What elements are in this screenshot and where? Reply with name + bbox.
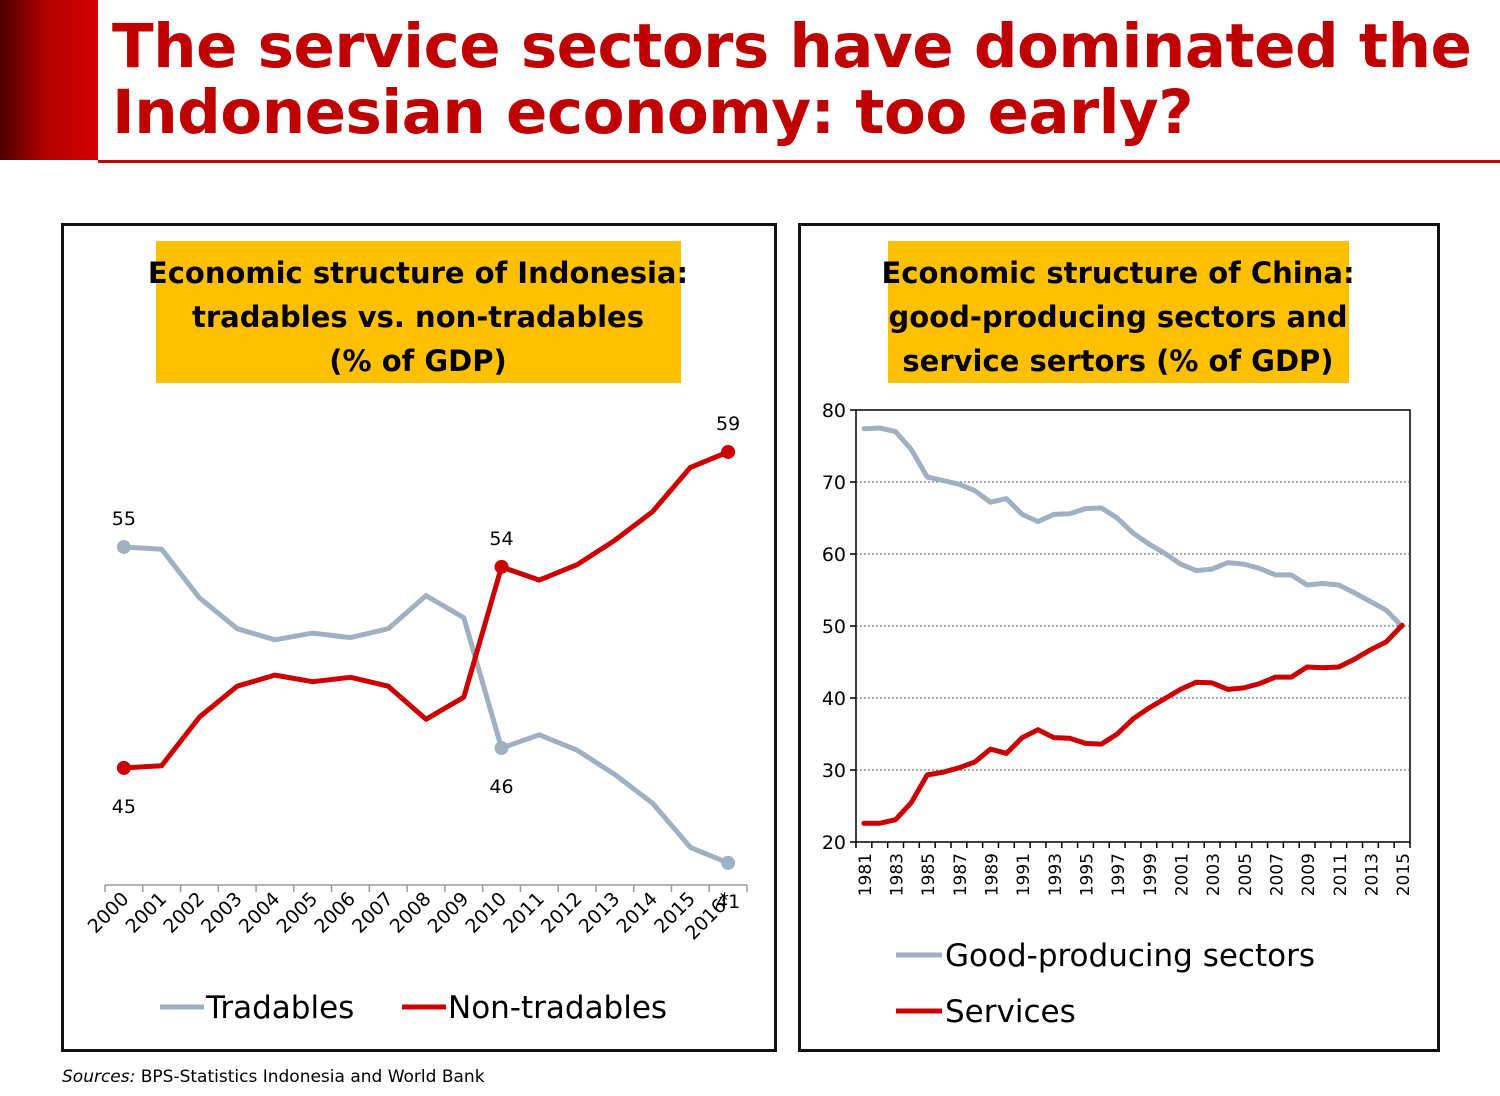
x-tick-label: 2011 xyxy=(499,888,549,938)
data-marker-non-tradables xyxy=(494,559,509,574)
chart-title-line: good-producing sectors and xyxy=(889,300,1348,334)
chart-title-line: (% of GDP) xyxy=(329,344,506,378)
x-tick-label: 2011 xyxy=(1331,853,1351,896)
x-tick-label: 1981 xyxy=(856,853,876,896)
x-tick-label: 2002 xyxy=(159,888,209,938)
data-marker-tradables xyxy=(721,855,736,870)
x-tick-label: 2004 xyxy=(235,888,285,938)
series-line-non-tradables xyxy=(121,449,731,771)
x-tick-label: 2007 xyxy=(1267,853,1287,896)
x-tick-label: 2000 xyxy=(84,888,134,938)
y-tick-label: 30 xyxy=(822,760,846,782)
x-tick-label: 1995 xyxy=(1078,853,1098,896)
series-line-services xyxy=(861,622,1405,826)
indonesia-chart-panel: Economic structure of Indonesia: tradable… xyxy=(61,223,777,1052)
y-tick-label: 80 xyxy=(822,400,846,422)
data-marker-non-tradables xyxy=(116,760,131,775)
x-tick-label: 2009 xyxy=(1299,853,1319,896)
y-tick-label: 60 xyxy=(822,544,846,566)
y-tick-label: 40 xyxy=(822,688,846,710)
x-tick-label: 2001 xyxy=(1172,853,1192,896)
sources-text: BPS-Statistics Indonesia and World Bank xyxy=(140,1067,485,1087)
data-marker-tradables xyxy=(494,741,509,756)
series-line-tradables xyxy=(121,544,731,866)
legend-label-tradables: Tradables xyxy=(205,990,354,1026)
x-tick-label: 2014 xyxy=(612,888,662,938)
data-label: 46 xyxy=(489,776,513,798)
x-tick-label: 2005 xyxy=(1236,853,1256,896)
legend-label-services: Services xyxy=(945,994,1076,1030)
x-tick-label: 2005 xyxy=(272,888,322,938)
x-tick-label: 1997 xyxy=(1109,853,1129,896)
sources-label: Sources: xyxy=(62,1067,136,1087)
x-tick-label: 1985 xyxy=(919,853,939,896)
x-tick-label: 2001 xyxy=(121,888,171,938)
y-tick-label: 50 xyxy=(822,616,846,638)
x-tick-label: 2008 xyxy=(386,888,436,938)
x-tick-label: 2006 xyxy=(310,888,360,938)
chart-title-line: Economic structure of Indonesia: xyxy=(148,256,688,290)
chart-title-line: service sertors (% of GDP) xyxy=(902,344,1333,378)
x-tick-label: 1989 xyxy=(983,853,1003,896)
x-tick-label: 2010 xyxy=(461,888,511,938)
chart-title-line: tradables vs. non-tradables xyxy=(192,300,644,334)
data-label: 41 xyxy=(716,891,740,913)
data-label: 45 xyxy=(112,796,136,818)
series-line-good-producing-sectors xyxy=(861,425,1405,630)
slide-title: The service sectors have dominated the I… xyxy=(112,11,1472,148)
y-tick-label: 70 xyxy=(822,472,846,494)
x-tick-label: 1999 xyxy=(1141,853,1161,896)
x-tick-label: 1987 xyxy=(951,853,971,896)
x-tick-label: 1991 xyxy=(1014,853,1034,896)
chart-title-box xyxy=(156,241,681,383)
indonesia-chart: Economic structure of Indonesia: tradable… xyxy=(84,241,748,1026)
data-label: 55 xyxy=(112,508,136,530)
slide-title-line-1: The service sectors have dominated the xyxy=(112,11,1472,82)
data-label: 54 xyxy=(489,528,513,550)
title-accent-bar xyxy=(0,0,98,160)
legend-label-non-tradables: Non-tradables xyxy=(448,990,667,1026)
x-tick-label: 2009 xyxy=(424,888,474,938)
x-tick-label: 1993 xyxy=(1046,853,1066,896)
x-tick-label: 2013 xyxy=(1362,853,1382,896)
china-chart: Economic structure of China: good-produci… xyxy=(822,241,1414,1030)
sources-note: Sources: BPS-Statistics Indonesia and Wo… xyxy=(62,1067,485,1087)
title-underline xyxy=(98,160,1500,163)
x-tick-label: 1983 xyxy=(888,853,908,896)
x-tick-label: 2007 xyxy=(348,888,398,938)
data-marker-tradables xyxy=(116,539,131,554)
slide-title-line-2: Indonesian economy: too early? xyxy=(112,77,1194,148)
x-tick-label: 2003 xyxy=(197,888,247,938)
y-tick-label: 20 xyxy=(822,832,846,854)
data-label: 59 xyxy=(716,413,740,435)
chart-title-line: Economic structure of China: xyxy=(881,256,1354,290)
x-tick-label: 2003 xyxy=(1204,853,1224,896)
x-tick-label: 2013 xyxy=(575,888,625,938)
chart-title-box xyxy=(888,241,1349,383)
x-tick-label: 2012 xyxy=(537,888,587,938)
data-marker-non-tradables xyxy=(721,444,736,459)
x-tick-label: 2015 xyxy=(1394,853,1414,896)
china-chart-panel: Economic structure of China: good-produci… xyxy=(798,223,1440,1052)
legend-label-good-producing-sectors: Good-producing sectors xyxy=(945,938,1315,974)
